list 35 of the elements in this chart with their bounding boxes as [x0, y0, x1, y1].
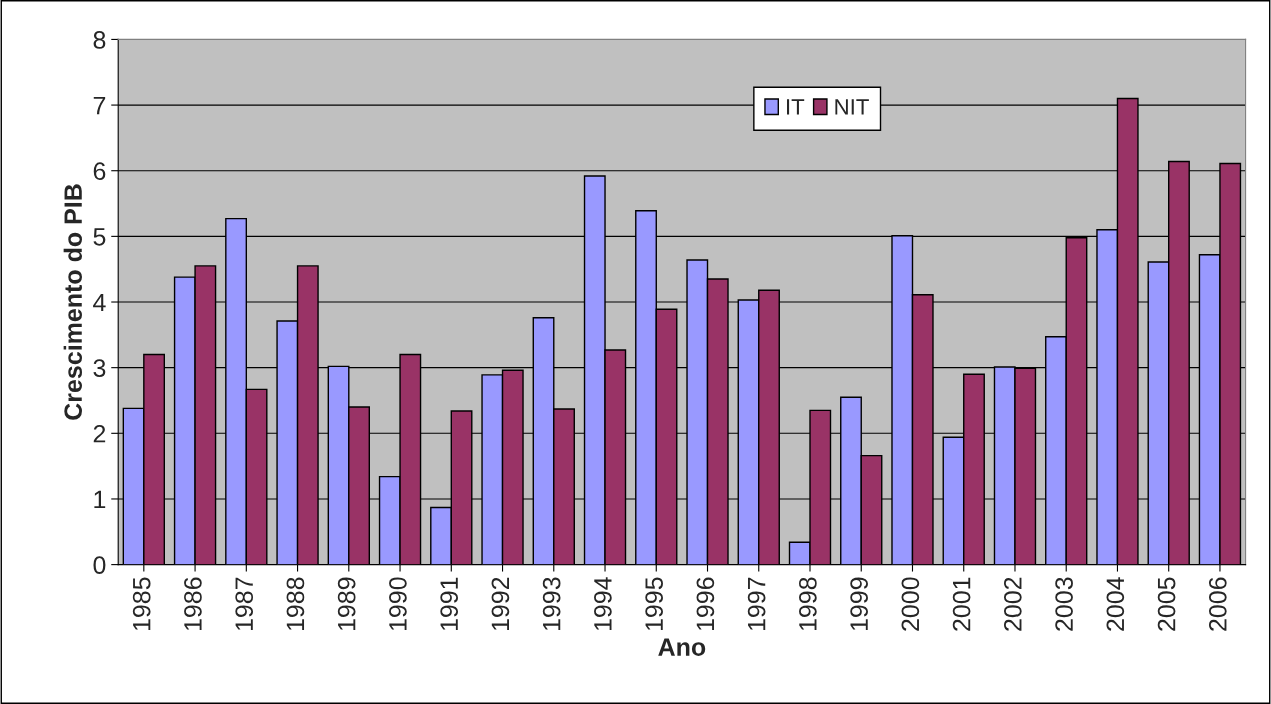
x-tick-label: 1993: [542, 577, 561, 631]
x-axis-title: Ano: [658, 638, 706, 656]
legend-label: NIT: [835, 99, 869, 115]
y-tick-label: 8: [93, 31, 106, 49]
y-tick-label: 1: [94, 490, 106, 509]
y-tick-label: 5: [93, 228, 106, 246]
y-tick-label: 4: [93, 293, 106, 312]
legend-label: IT: [787, 99, 805, 115]
x-tick-label: 2003: [1055, 577, 1073, 631]
x-tick-label: 2001: [952, 577, 971, 631]
x-tick-label: 2004: [1106, 577, 1125, 631]
x-tick-label: 1998: [799, 577, 817, 631]
x-tick-label: 2005: [1157, 577, 1176, 631]
x-tick-label: 1995: [645, 577, 663, 631]
x-tick-label: 1994: [594, 577, 612, 631]
x-tick-label: 1992: [491, 577, 510, 631]
x-tick-label: 1989: [337, 577, 356, 631]
y-tick-label: 0: [93, 556, 106, 574]
y-tick-label: 2: [93, 424, 106, 443]
x-tick-label: 1988: [286, 577, 305, 631]
x-tick-label: 1991: [440, 577, 458, 631]
y-axis-title: Crescimento do PIB: [63, 184, 82, 420]
x-tick-label: 1987: [235, 577, 254, 631]
x-tick-label: 1985: [132, 577, 151, 631]
x-tick-label: 1990: [389, 577, 407, 631]
y-tick-label: 3: [93, 359, 106, 377]
x-tick-label: 2006: [1208, 577, 1227, 631]
y-tick-label: 6: [93, 162, 106, 181]
x-tick-label: 2002: [1003, 577, 1022, 631]
x-tick-label: 1986: [184, 577, 202, 631]
x-tick-label: 2000: [901, 577, 920, 631]
x-tick-label: 1999: [850, 577, 868, 631]
x-tick-label: 1997: [747, 577, 766, 631]
x-tick-label: 1996: [696, 577, 715, 631]
y-tick-label: 7: [93, 96, 106, 115]
